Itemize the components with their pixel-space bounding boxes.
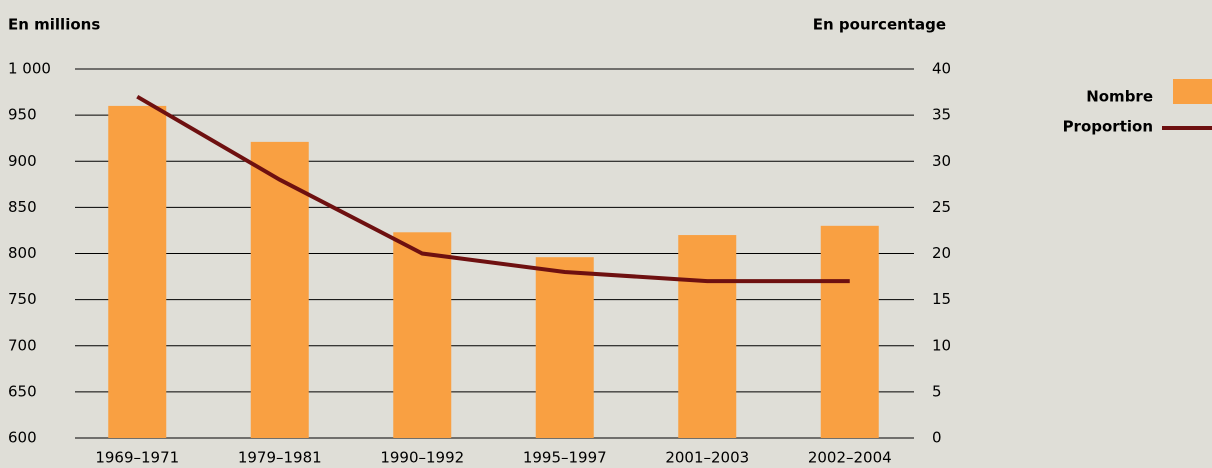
bar [108,105,167,439]
y-tick-label: 800 [8,244,37,262]
bar [678,235,737,438]
x-tick-label: 1969–1971 [95,449,179,467]
bar [535,257,594,438]
line [136,94,850,284]
y2-tick-label: 20 [932,244,951,262]
y2-tick-label: 25 [932,198,951,216]
x-tick-label: 1979–1981 [238,449,322,467]
legend-swatch [1173,79,1212,104]
bar [393,232,452,438]
y-tick-label: 650 [8,382,37,400]
x-tick-label: 1990–1992 [380,449,464,467]
y2-tick-label: 35 [932,106,951,124]
y2-tick-label: 30 [932,152,951,170]
y-tick-label: 1 000 [8,60,51,78]
y-tick-label: 900 [8,152,37,170]
y-axis-title: En millions [8,16,100,34]
y2-axis-title: En pourcentage [813,16,946,34]
y-tick-label: 600 [8,429,37,447]
y2-tick-label: 0 [932,429,942,447]
legend-label: Nombre [1086,88,1153,106]
y2-tick-label: 40 [932,60,951,78]
y-tick-label: 750 [8,290,37,308]
legend-label: Proportion [1063,118,1153,136]
y-tick-label: 950 [8,106,37,124]
bar [250,141,309,438]
y-tick-label: 700 [8,336,37,354]
x-tick-label: 2002–2004 [808,449,892,467]
y2-tick-label: 10 [932,336,951,354]
x-tick-label: 1995–1997 [523,449,607,467]
y-tick-label: 850 [8,198,37,216]
y2-tick-label: 15 [932,290,951,308]
y2-tick-label: 5 [932,382,942,400]
x-tick-label: 2001–2003 [665,449,749,467]
bar [820,225,879,438]
